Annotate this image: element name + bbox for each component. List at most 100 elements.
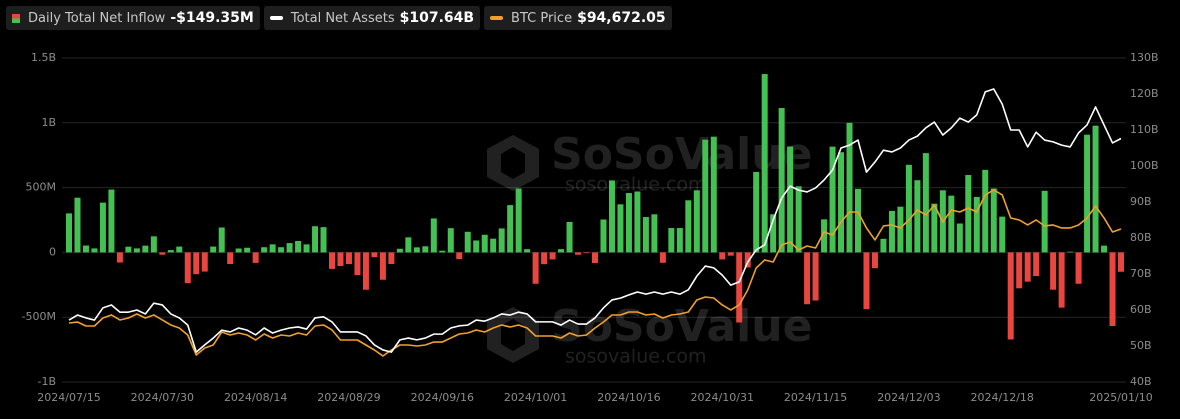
watermark-site: sosovalue.com xyxy=(565,174,707,196)
bar xyxy=(871,252,878,269)
bar xyxy=(464,231,471,253)
bar xyxy=(396,248,403,253)
bar xyxy=(575,252,582,255)
y-tick-label: 1.5B xyxy=(31,51,56,64)
y2-tick-label: 130B xyxy=(1130,51,1159,64)
bar xyxy=(956,223,963,253)
line-2 xyxy=(68,189,1122,357)
bar xyxy=(897,206,904,253)
axis-labels: -1B -500M 0 500M 1B 1.5B 40B 50B 60B 70B 80B 90B 100… xyxy=(22,51,1159,404)
bar xyxy=(982,169,989,253)
bar xyxy=(1058,252,1065,308)
bar xyxy=(1067,251,1074,253)
bar xyxy=(566,221,573,253)
bar xyxy=(812,252,819,301)
bar xyxy=(778,108,785,253)
bar xyxy=(549,252,556,260)
bar xyxy=(116,252,123,263)
bar xyxy=(91,248,98,253)
bar xyxy=(388,252,395,265)
line-1 xyxy=(68,88,1122,353)
bar xyxy=(821,219,828,253)
legend-value: $94,672.05 xyxy=(577,10,666,26)
bar xyxy=(608,180,615,253)
bar xyxy=(108,189,115,253)
bar xyxy=(227,252,234,265)
bar xyxy=(659,252,666,263)
bar xyxy=(999,216,1006,253)
y2-tick-label: 70B xyxy=(1130,267,1152,280)
x-tick-label: 2024/08/29 xyxy=(317,391,380,404)
bar xyxy=(439,250,446,253)
bar xyxy=(1033,252,1040,277)
y2-tick-label: 80B xyxy=(1130,231,1152,244)
bar xyxy=(524,249,531,253)
bar xyxy=(1084,134,1091,253)
bar xyxy=(1075,252,1082,284)
bar xyxy=(1109,252,1116,327)
legend-label: BTC Price xyxy=(511,10,573,26)
bar xyxy=(125,246,132,253)
bar xyxy=(846,122,853,253)
bar xyxy=(702,139,709,253)
bar xyxy=(413,247,420,253)
watermark-logo xyxy=(487,307,539,363)
bar xyxy=(261,247,268,253)
bar xyxy=(931,203,938,253)
bar xyxy=(405,237,412,253)
bar xyxy=(973,196,980,253)
watermark: SoSoValue sosovalue.com xyxy=(487,129,812,196)
bar xyxy=(82,245,89,253)
lines xyxy=(68,88,1122,357)
bar xyxy=(1007,252,1014,340)
y2-tick-label: 40B xyxy=(1130,375,1152,388)
bar xyxy=(286,243,293,253)
bars xyxy=(66,74,1124,340)
legend-icon-line xyxy=(490,16,504,20)
bar xyxy=(1118,252,1124,272)
bar xyxy=(422,246,429,253)
x-tick-label: 2024/12/03 xyxy=(877,391,940,404)
y-tick-label: 500M xyxy=(26,181,57,194)
bar xyxy=(99,202,106,253)
bar xyxy=(922,153,929,253)
bar xyxy=(235,248,242,253)
bar xyxy=(990,188,997,253)
bar xyxy=(430,218,437,253)
bar xyxy=(1016,252,1023,289)
bar xyxy=(761,74,768,253)
bar xyxy=(252,252,259,263)
bar xyxy=(558,249,565,253)
bar xyxy=(668,228,675,253)
bar xyxy=(150,236,157,253)
bar xyxy=(685,200,692,253)
legend-value: -$149.35M xyxy=(170,10,254,26)
legend: Daily Total Net Inflow -$149.35M Total N… xyxy=(6,6,672,30)
bar xyxy=(1101,245,1108,253)
bar xyxy=(354,252,361,276)
bar xyxy=(1024,252,1031,282)
bar xyxy=(770,214,777,253)
bar xyxy=(617,204,624,253)
bar xyxy=(676,228,683,253)
bar xyxy=(490,238,497,253)
y2-tick-label: 50B xyxy=(1130,339,1152,352)
bar xyxy=(804,252,811,305)
legend-value: $107.64B xyxy=(399,10,475,26)
bar xyxy=(710,136,717,253)
bar xyxy=(625,193,632,253)
y2-tick-label: 60B xyxy=(1130,303,1152,316)
legend-item: Total Net Assets $107.64B xyxy=(263,6,481,30)
bar xyxy=(447,228,454,253)
bar xyxy=(295,240,302,253)
legend-icon-line xyxy=(269,16,283,20)
y-tick-label: -500M xyxy=(22,310,56,323)
bar xyxy=(855,188,861,253)
bar xyxy=(948,195,955,253)
x-tick-label: 2025/01/10 xyxy=(1089,391,1152,404)
y2-tick-label: 120B xyxy=(1130,87,1159,100)
bar xyxy=(167,250,174,253)
x-tick-label: 2024/11/15 xyxy=(784,391,847,404)
